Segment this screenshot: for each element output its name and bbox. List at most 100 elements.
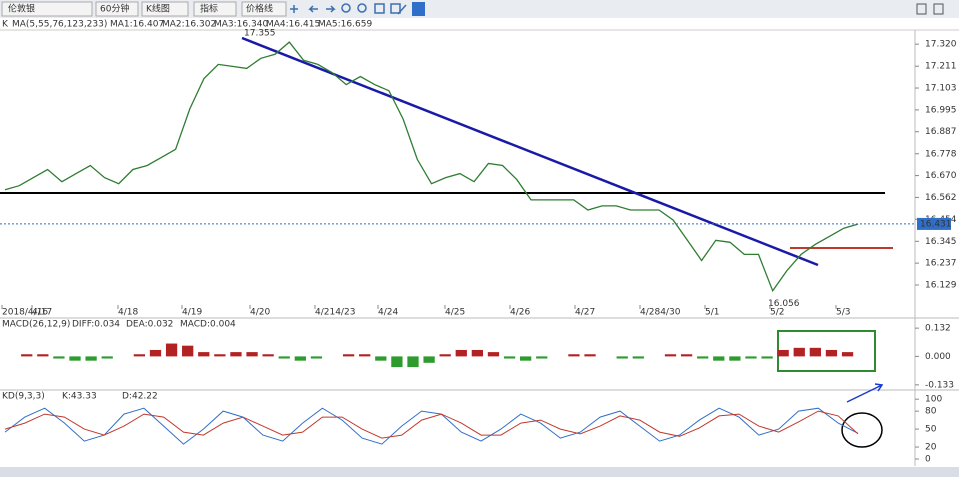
- series-line: [4, 410, 859, 439]
- price-line-select[interactable]: [241, 1, 287, 17]
- macd-bar: [101, 356, 113, 359]
- macd-legend: DEA:0.032: [126, 320, 173, 330]
- y-tick-label: 16.237: [925, 259, 957, 269]
- macd-bar: [520, 356, 532, 361]
- macd-bar: [85, 356, 97, 361]
- symbol-select[interactable]: [1, 1, 93, 17]
- y-tick-label: 0.132: [925, 324, 951, 334]
- macd-bar: [745, 356, 757, 359]
- window-btn[interactable]: [916, 3, 927, 15]
- macd-bar: [632, 356, 644, 359]
- link-tool[interactable]: [412, 2, 425, 16]
- indicator-label: MA(5,55,76,123,233): [12, 20, 107, 30]
- ma-label: MA3:16.340: [214, 20, 268, 30]
- period[interactable]: 60分钟: [100, 3, 129, 15]
- date-label: 4/19: [182, 308, 202, 318]
- macd-bar: [777, 349, 789, 357]
- y-tick-label: 16.778: [925, 149, 957, 159]
- date-label: 4/214/23: [315, 308, 355, 318]
- panel-label: K: [2, 20, 9, 30]
- y-tick-label: 0.000: [925, 352, 951, 362]
- high-label: 17.355: [244, 29, 276, 39]
- macd-bar: [729, 356, 741, 361]
- macd-bar: [616, 356, 628, 359]
- y-tick-label: 16.887: [925, 127, 957, 137]
- date-label: 4/26: [510, 308, 530, 318]
- y-tick-label: 16.129: [925, 280, 957, 290]
- macd-bar: [246, 352, 258, 357]
- symbol[interactable]: 伦敦银: [8, 3, 35, 15]
- macd-bar: [841, 352, 854, 357]
- kd-legend: K:43.33: [62, 392, 97, 402]
- macd-bar: [471, 349, 484, 357]
- price-line[interactable]: 价格线: [246, 3, 273, 15]
- macd-bar: [584, 354, 596, 357]
- macd-legend: DIFF:0.034: [72, 320, 120, 330]
- y-tick-label: 16.995: [925, 105, 957, 115]
- date-label: 5/3: [836, 308, 850, 318]
- date-label: 4/27: [575, 308, 595, 318]
- macd-bar: [53, 356, 65, 359]
- panel-label: MACD(26,12,9): [2, 320, 70, 330]
- y-tick-label: 16.562: [925, 193, 957, 203]
- date-label: 2018/4/16: [2, 308, 48, 318]
- series-line: [4, 407, 859, 445]
- window-tool[interactable]: [390, 3, 401, 14]
- macd-bar: [455, 349, 467, 357]
- macd-bar: [133, 354, 146, 357]
- chart-type[interactable]: K线图: [146, 3, 170, 15]
- indicator[interactable]: 指标: [200, 3, 218, 15]
- y-tick-label: 100: [925, 395, 942, 405]
- arrow: [846, 383, 884, 403]
- date-label: 4/24: [378, 308, 398, 318]
- y-tick-label: 20: [925, 443, 937, 453]
- zoom-in[interactable]: [341, 3, 351, 13]
- macd-bar: [809, 347, 821, 357]
- date-label: 4/18: [118, 308, 138, 318]
- ma-label: MA4:16.415: [266, 20, 320, 30]
- macd-bar: [680, 354, 693, 357]
- macd-bar: [407, 356, 419, 368]
- macd-bar: [713, 356, 725, 361]
- y-tick-label: -0.133: [925, 380, 954, 390]
- panel-label: KD(9,3,3): [2, 392, 45, 402]
- chart-type-select[interactable]: [141, 1, 189, 17]
- right-tool[interactable]: [326, 5, 336, 13]
- macd-bar: [697, 356, 709, 359]
- series-line: [4, 41, 859, 293]
- macd-bar: [182, 345, 194, 357]
- date-label: 4/25: [445, 308, 465, 318]
- y-tick-label: 17.320: [925, 40, 957, 50]
- indicator-select[interactable]: [193, 1, 237, 17]
- macd-bar: [359, 354, 371, 357]
- ma-label: MA1:16.407: [110, 20, 164, 30]
- current-price-box: [917, 217, 951, 230]
- macd-bar: [69, 356, 81, 361]
- zoom-out[interactable]: [357, 3, 367, 13]
- y-tick-label: 16.345: [925, 237, 957, 247]
- date-label: 5/2: [770, 308, 784, 318]
- window-btn[interactable]: [933, 3, 944, 15]
- macd-bar: [37, 354, 49, 357]
- fit-tool[interactable]: [374, 3, 385, 14]
- macd-bar: [664, 354, 677, 357]
- y-tick-label: 17.103: [925, 84, 957, 94]
- left-tool[interactable]: [308, 5, 318, 13]
- macd-bar: [391, 356, 403, 368]
- macd-bar: [214, 354, 226, 357]
- date-label: 5/1: [705, 308, 719, 318]
- macd-bar: [230, 352, 242, 357]
- draw-tool[interactable]: [397, 4, 407, 15]
- macd-bar: [278, 356, 290, 359]
- toolbar: [0, 0, 959, 18]
- macd-legend: MACD:0.004: [180, 320, 236, 330]
- low-label: 16.056: [768, 299, 800, 309]
- kd-legend: D:42.22: [122, 392, 158, 402]
- crosshair-tool[interactable]: [290, 5, 298, 13]
- macd-bar: [165, 343, 178, 357]
- macd-bar: [568, 354, 580, 357]
- circle-mark: [841, 412, 883, 448]
- macd-bar: [825, 349, 838, 357]
- period-select[interactable]: [95, 1, 139, 17]
